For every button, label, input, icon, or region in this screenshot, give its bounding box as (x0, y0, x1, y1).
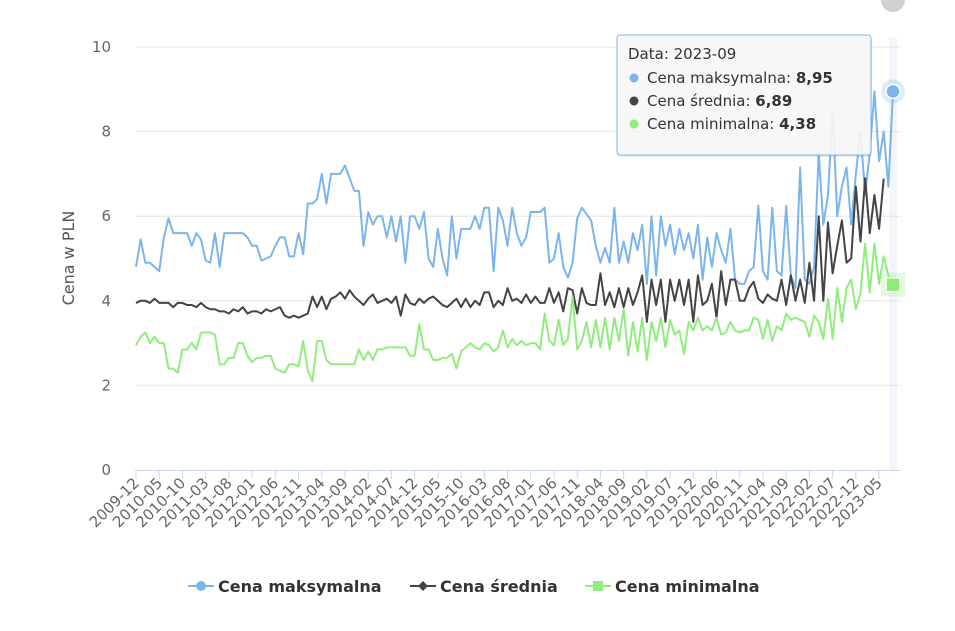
legend-square-icon (593, 581, 603, 591)
tooltip-row: Cena maksymalna: 8,95 (647, 69, 833, 87)
tooltip-row: Cena średnia: 6,89 (647, 92, 792, 110)
series-group (135, 0, 905, 383)
tooltip-bullet-icon (629, 96, 639, 106)
y-axis-ticks: 0 2 4 6 8 10 (92, 38, 111, 479)
y-tick-label: 2 (101, 376, 111, 394)
tooltip-box (616, 34, 872, 156)
hover-marker-circle[interactable] (885, 83, 901, 100)
y-tick-label: 6 (101, 207, 111, 225)
hover-marker-square[interactable] (885, 276, 901, 293)
tooltip-title: Data: 2023-09 (628, 45, 736, 63)
series-line[interactable] (135, 242, 894, 383)
y-tick-label: 10 (92, 38, 111, 56)
series-line[interactable] (135, 177, 885, 323)
tooltip-bullet-icon (629, 119, 639, 129)
x-axis-ticks: 2009-122010-052010-102011-032011-082012-… (86, 470, 886, 531)
tooltip-row-value: 4,38 (779, 115, 816, 133)
legend[interactable]: Cena maksymalna Cena średnia Cena minimaln… (188, 577, 760, 596)
hover-halo (881, 0, 905, 12)
legend-label: Cena maksymalna (218, 577, 382, 596)
tooltip-row-label: Cena średnia: (647, 92, 755, 110)
legend-item[interactable]: Cena średnia (410, 577, 558, 596)
tooltip-row-value: 8,95 (796, 69, 833, 87)
y-axis-label: Cena w PLN (59, 211, 78, 306)
series-line[interactable] (135, 90, 894, 290)
legend-item[interactable]: Cena maksymalna (188, 577, 382, 596)
legend-item[interactable]: Cena minimalna (585, 577, 760, 596)
legend-diamond-icon (418, 581, 428, 591)
legend-circle-icon (196, 581, 206, 591)
tooltip-row: Cena minimalna: 4,38 (647, 115, 816, 133)
y-tick-label: 4 (101, 292, 111, 310)
legend-label: Cena średnia (440, 577, 558, 596)
legend-label: Cena minimalna (615, 577, 760, 596)
hover-crosshair (889, 37, 897, 470)
tooltip-row-label: Cena minimalna: (647, 115, 779, 133)
tooltip-bullet-icon (629, 73, 639, 83)
y-tick-label: 0 (101, 461, 111, 479)
tooltip-row-label: Cena maksymalna: (647, 69, 796, 87)
y-tick-label: 8 (101, 123, 111, 141)
tooltip-row-value: 6,89 (755, 92, 792, 110)
